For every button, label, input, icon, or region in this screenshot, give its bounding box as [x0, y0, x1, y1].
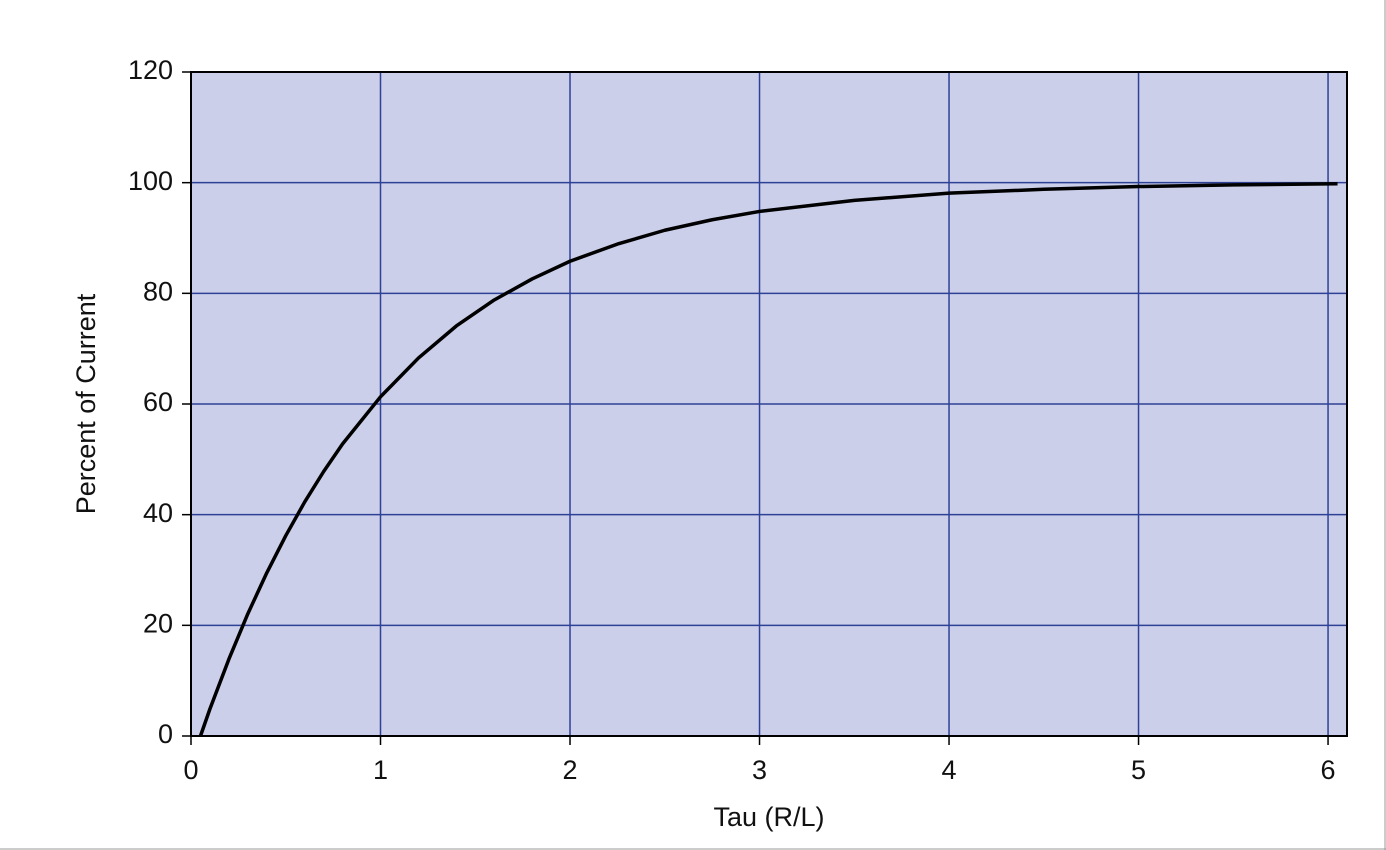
y-tick-label: 100	[128, 166, 173, 196]
y-tick-label: 0	[158, 719, 173, 749]
x-tick-label: 4	[942, 755, 957, 785]
y-tick-label: 60	[143, 387, 173, 417]
x-tick-label: 3	[752, 755, 767, 785]
y-tick-label: 120	[128, 55, 173, 85]
x-tick-label: 1	[373, 755, 388, 785]
y-tick-label: 20	[143, 608, 173, 638]
y-axis-label: Percent of Current	[71, 293, 101, 514]
x-tick-label: 5	[1131, 755, 1146, 785]
curve	[198, 182, 1338, 737]
x-tick-label: 0	[183, 755, 198, 785]
x-tick-label: 6	[1321, 755, 1336, 785]
x-tick-label: 2	[563, 755, 578, 785]
y-tick-label: 80	[143, 276, 173, 306]
y-tick-label: 40	[143, 498, 173, 528]
x-axis-label: Tau (R/L)	[713, 802, 824, 832]
plot-border	[190, 71, 1348, 737]
